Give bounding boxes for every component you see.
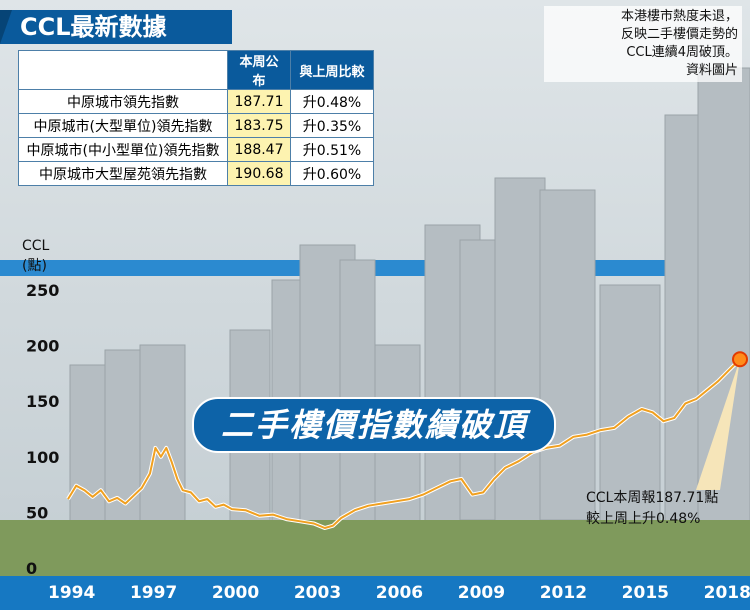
table-header-vs-last-week: 與上周比較: [290, 50, 374, 90]
callout-pointer: [696, 359, 740, 490]
caption-line: CCL連續4周破頂。: [626, 45, 738, 60]
x-tick-label: 2015: [622, 583, 669, 603]
page-title: CCL最新數據: [0, 10, 232, 44]
x-axis-bar: [0, 576, 750, 610]
caption-line: 反映二手樓價走勢的: [620, 27, 738, 42]
y-tick-label: 100: [26, 448, 59, 467]
x-tick-label: 1994: [48, 583, 95, 603]
y-axis-label-line: CCL: [22, 238, 50, 254]
y-tick-label: 250: [26, 281, 59, 300]
caption-credit: 資料圖片: [685, 63, 738, 78]
row-change: 升0.35%: [290, 113, 374, 138]
y-tick-label: 0: [26, 559, 37, 578]
callout-line: 較上周上升0.48%: [586, 511, 701, 527]
row-name: 中原城市大型屋苑領先指數: [18, 161, 228, 186]
x-tick-label: 1997: [130, 583, 177, 603]
row-value: 190.68: [227, 161, 291, 186]
photo-caption: 本港樓市熱度未退， 反映二手樓價走勢的 CCL連續4周破頂。 資料圖片: [544, 6, 742, 82]
headline-banner: 二手樓價指數續破頂: [192, 397, 556, 453]
y-tick-label: 50: [26, 503, 48, 522]
y-axis-label: CCL (點): [22, 236, 49, 276]
table-row: 中原城市領先指數 187.71 升0.48%: [18, 89, 374, 114]
row-change: 升0.60%: [290, 161, 374, 186]
table-header-blank: [18, 50, 228, 90]
table-row: 中原城市(中小型單位)領先指數 188.47 升0.51%: [18, 137, 374, 162]
x-tick-label: 2003: [294, 583, 341, 603]
row-change: 升0.51%: [290, 137, 374, 162]
x-tick-label: 2009: [458, 583, 505, 603]
x-tick-label: 2012: [540, 583, 587, 603]
y-tick-label: 200: [26, 337, 59, 356]
x-tick-label: 2000: [212, 583, 259, 603]
x-tick-label: 2018: [704, 583, 750, 603]
y-tick-label: 150: [26, 392, 59, 411]
y-axis-label-line: (點): [22, 258, 47, 274]
latest-point-marker: [732, 351, 748, 368]
callout-line: CCL本周報187.71點: [586, 490, 719, 506]
x-tick-label: 2006: [376, 583, 423, 603]
caption-line: 本港樓市熱度未退，: [620, 9, 738, 24]
table-row: 中原城市大型屋苑領先指數 190.68 升0.60%: [18, 161, 374, 186]
latest-value-callout: CCL本周報187.71點 較上周上升0.48%: [586, 488, 718, 530]
index-table: 本周公布 與上周比較 中原城市領先指數 187.71 升0.48% 中原城市(大…: [18, 50, 374, 186]
row-change: 升0.48%: [290, 89, 374, 114]
series-line: [67, 358, 741, 529]
table-header-this-week: 本周公布: [227, 50, 291, 90]
